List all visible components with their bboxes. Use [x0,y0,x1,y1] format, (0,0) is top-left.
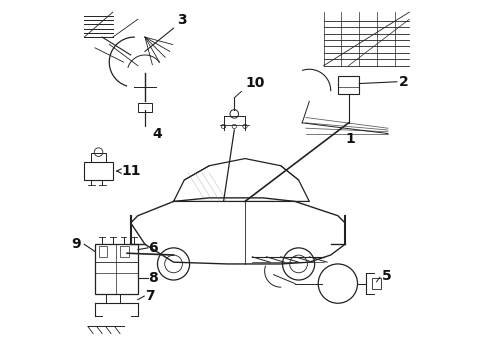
Bar [84,162,113,180]
Bar [372,278,381,289]
Circle shape [243,124,247,129]
Text: 8: 8 [148,271,158,285]
Text: 3: 3 [177,13,187,27]
Circle shape [221,124,226,129]
Text: 7: 7 [145,289,155,303]
Bar [98,246,107,257]
Text: 11: 11 [122,164,141,178]
Text: 5: 5 [381,269,391,283]
Bar [120,246,129,257]
Bar [92,153,106,162]
Text: 6: 6 [148,241,158,255]
Text: 4: 4 [152,127,162,141]
Text: 1: 1 [345,132,355,146]
Circle shape [232,124,237,129]
Bar [95,244,138,294]
Bar [338,76,359,94]
Text: 9: 9 [71,237,81,251]
Text: 10: 10 [245,76,265,90]
Bar [138,103,152,112]
Text: 2: 2 [398,75,408,89]
